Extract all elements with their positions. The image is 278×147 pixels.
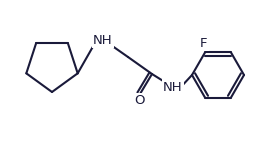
Text: F: F <box>200 37 208 50</box>
Text: NH: NH <box>93 34 113 46</box>
Text: NH: NH <box>163 81 183 93</box>
Text: O: O <box>135 95 145 107</box>
